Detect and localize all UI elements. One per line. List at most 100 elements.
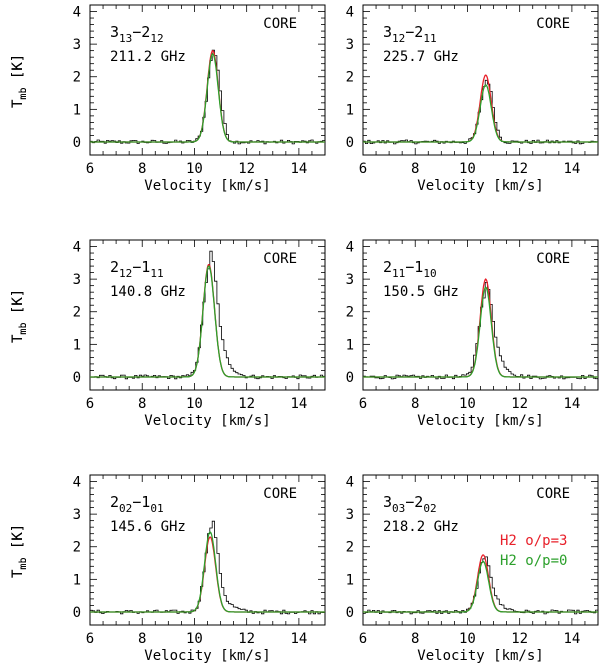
y-tick-label: 1 xyxy=(346,572,354,588)
region-label: CORE xyxy=(263,486,297,502)
transition-label: 303−202 xyxy=(383,493,437,515)
x-tick-label: 10 xyxy=(459,396,476,412)
x-tick-label: 10 xyxy=(186,631,203,647)
x-tick-label: 12 xyxy=(238,396,255,412)
legend-op0: H2 o/p=0 xyxy=(500,553,567,569)
y-tick-label: 1 xyxy=(73,102,81,118)
x-tick-label: 8 xyxy=(138,396,146,412)
y-tick-label: 2 xyxy=(73,540,81,556)
frequency-label: 211.2 GHz xyxy=(110,49,186,65)
x-tick-label: 8 xyxy=(138,631,146,647)
model-op0-line xyxy=(90,531,325,613)
y-tick-label: 1 xyxy=(73,337,81,353)
transition-label: 202−101 xyxy=(110,493,164,515)
legend-op3: H2 o/p=3 xyxy=(500,533,567,549)
y-tick-label: 2 xyxy=(73,305,81,321)
x-tick-label: 14 xyxy=(290,161,307,177)
y-tick-label: 2 xyxy=(346,305,354,321)
x-tick-label: 14 xyxy=(563,396,580,412)
y-tick-label: 4 xyxy=(73,240,81,256)
transition-label: 211−110 xyxy=(383,258,437,280)
y-axis-label: Tmb [K] xyxy=(10,54,29,108)
y-tick-label: 1 xyxy=(346,337,354,353)
x-tick-label: 6 xyxy=(86,396,94,412)
x-tick-label: 6 xyxy=(359,396,367,412)
y-tick-label: 0 xyxy=(346,370,354,386)
y-tick-label: 2 xyxy=(73,70,81,86)
x-tick-label: 8 xyxy=(411,631,419,647)
y-tick-label: 4 xyxy=(346,240,354,256)
y-axis-label: Tmb [K] xyxy=(10,524,29,578)
y-tick-label: 4 xyxy=(73,5,81,21)
x-tick-label: 8 xyxy=(138,161,146,177)
x-tick-label: 10 xyxy=(186,161,203,177)
model-op0-line xyxy=(363,286,598,378)
y-tick-label: 3 xyxy=(73,37,81,53)
model-op0-line xyxy=(363,560,598,613)
y-tick-label: 0 xyxy=(346,135,354,151)
y-axis-label: Tmb [K] xyxy=(10,524,29,578)
model-op3-line xyxy=(90,536,325,613)
y-tick-label: 3 xyxy=(346,507,354,523)
model-op0-line xyxy=(363,84,598,143)
x-tick-label: 14 xyxy=(290,631,307,647)
x-axis-label: Velocity [km/s] xyxy=(417,413,543,429)
x-axis-label: Velocity [km/s] xyxy=(417,178,543,194)
y-tick-label: 3 xyxy=(346,37,354,53)
y-tick-label: 3 xyxy=(73,507,81,523)
x-tick-label: 10 xyxy=(459,631,476,647)
model-op0-line xyxy=(90,53,325,143)
x-tick-label: 12 xyxy=(511,396,528,412)
frequency-label: 225.7 GHz xyxy=(383,49,459,65)
region-label: CORE xyxy=(536,16,570,32)
x-tick-label: 6 xyxy=(359,161,367,177)
x-tick-label: 14 xyxy=(563,161,580,177)
y-axis-label: Tmb [K] xyxy=(10,289,29,343)
x-tick-label: 6 xyxy=(86,631,94,647)
x-tick-label: 8 xyxy=(411,396,419,412)
x-tick-label: 14 xyxy=(290,396,307,412)
y-tick-label: 0 xyxy=(73,135,81,151)
x-axis-label: Velocity [km/s] xyxy=(144,648,270,664)
y-tick-label: 4 xyxy=(346,5,354,21)
y-tick-label: 3 xyxy=(73,272,81,288)
frequency-label: 140.8 GHz xyxy=(110,284,186,300)
x-tick-label: 10 xyxy=(459,161,476,177)
x-axis-label: Velocity [km/s] xyxy=(144,178,270,194)
transition-label: 313−212 xyxy=(110,23,164,45)
y-tick-label: 2 xyxy=(346,540,354,556)
x-tick-label: 12 xyxy=(238,161,255,177)
y-axis-label: Tmb [K] xyxy=(10,289,29,343)
y-tick-label: 1 xyxy=(73,572,81,588)
x-tick-label: 10 xyxy=(186,396,203,412)
region-label: CORE xyxy=(263,16,297,32)
x-tick-label: 12 xyxy=(511,161,528,177)
region-label: CORE xyxy=(536,251,570,267)
region-label: CORE xyxy=(263,251,297,267)
y-tick-label: 0 xyxy=(73,605,81,621)
y-axis-label: Tmb [K] xyxy=(10,54,29,108)
x-tick-label: 12 xyxy=(238,631,255,647)
transition-label: 312−211 xyxy=(383,23,437,45)
x-tick-label: 6 xyxy=(86,161,94,177)
x-tick-label: 8 xyxy=(411,161,419,177)
frequency-label: 218.2 GHz xyxy=(383,519,459,535)
x-axis-label: Velocity [km/s] xyxy=(417,648,543,664)
y-tick-label: 4 xyxy=(73,475,81,491)
region-label: CORE xyxy=(536,486,570,502)
y-tick-label: 3 xyxy=(346,272,354,288)
frequency-label: 150.5 GHz xyxy=(383,284,459,300)
transition-label: 212−111 xyxy=(110,258,164,280)
frequency-label: 145.6 GHz xyxy=(110,519,186,535)
x-tick-label: 12 xyxy=(511,631,528,647)
y-tick-label: 2 xyxy=(346,70,354,86)
y-tick-label: 4 xyxy=(346,475,354,491)
x-axis-label: Velocity [km/s] xyxy=(144,413,270,429)
x-tick-label: 14 xyxy=(563,631,580,647)
y-tick-label: 0 xyxy=(346,605,354,621)
y-tick-label: 1 xyxy=(346,102,354,118)
observed-spectrum-line xyxy=(90,520,325,615)
model-op0-line xyxy=(90,265,325,378)
